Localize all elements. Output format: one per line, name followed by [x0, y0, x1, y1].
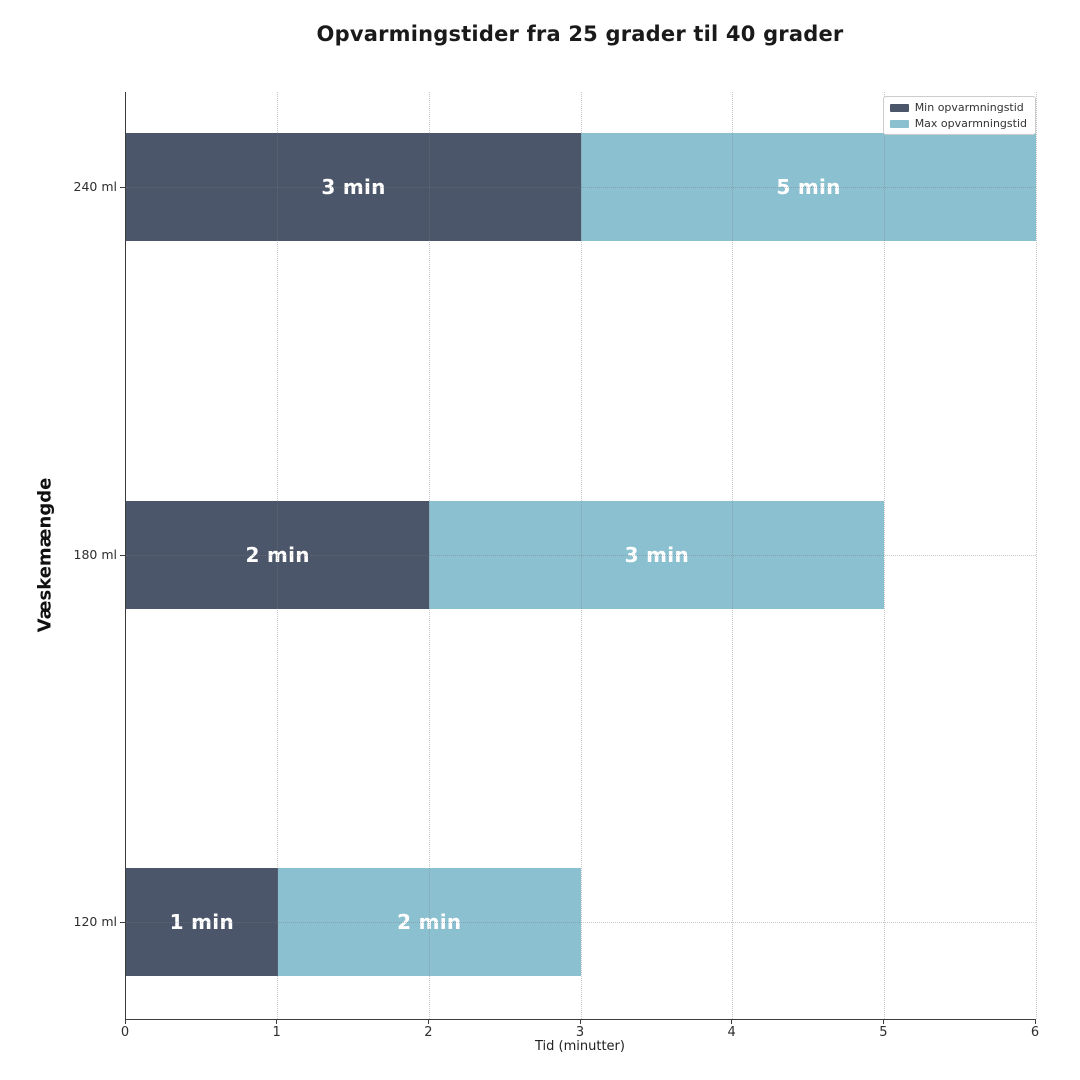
legend-swatch-icon: [889, 119, 909, 128]
x-tick-label: 1: [272, 1025, 281, 1040]
bar-segment: 3 min: [429, 501, 885, 609]
plot-area: 3 min 5 min 2 min 3 min 1 min 2 min Min opvar…: [125, 92, 1037, 1020]
x-tick-label: 2: [424, 1025, 433, 1040]
legend-label: Min opvarmningstid: [914, 101, 1024, 114]
x-tick-label: 4: [727, 1025, 736, 1040]
legend-label: Max opvarmningstid: [914, 117, 1027, 130]
x-tick-label: 6: [1030, 1025, 1040, 1040]
legend-item: Min opvarmningstid: [889, 101, 1027, 114]
bar-segment: 2 min: [126, 501, 430, 609]
bar-value-label: 5 min: [776, 175, 841, 199]
x-tick-label: 3: [575, 1025, 585, 1040]
y-axis-title: Væskemængde: [34, 477, 56, 633]
bar-value-label: 1 min: [169, 910, 234, 934]
y-tick-label: 240 ml: [73, 179, 117, 194]
x-tick-label: 5: [879, 1025, 888, 1040]
legend-swatch-icon: [889, 103, 909, 112]
legend: Min opvarmningstid Max opvarmningstid: [882, 96, 1036, 135]
legend-item: Max opvarmningstid: [889, 117, 1027, 130]
x-tick-label: 0: [120, 1025, 130, 1040]
bar-segment: 3 min: [126, 133, 581, 241]
bar-value-label: 2 min: [245, 543, 310, 567]
bar-value-label: 3 min: [624, 543, 689, 567]
bar-segment: 1 min: [126, 868, 278, 976]
bar-value-label: 3 min: [321, 175, 386, 199]
chart-title: Opvarmingstider fra 25 grader til 40 gra…: [316, 22, 844, 46]
x-axis-title: Tid (minutter): [535, 1039, 625, 1054]
bar-value-label: 2 min: [397, 910, 462, 934]
bar-segment: 5 min: [581, 133, 1036, 241]
y-tick-label: 120 ml: [73, 914, 117, 929]
bar-segment: 2 min: [277, 868, 581, 976]
